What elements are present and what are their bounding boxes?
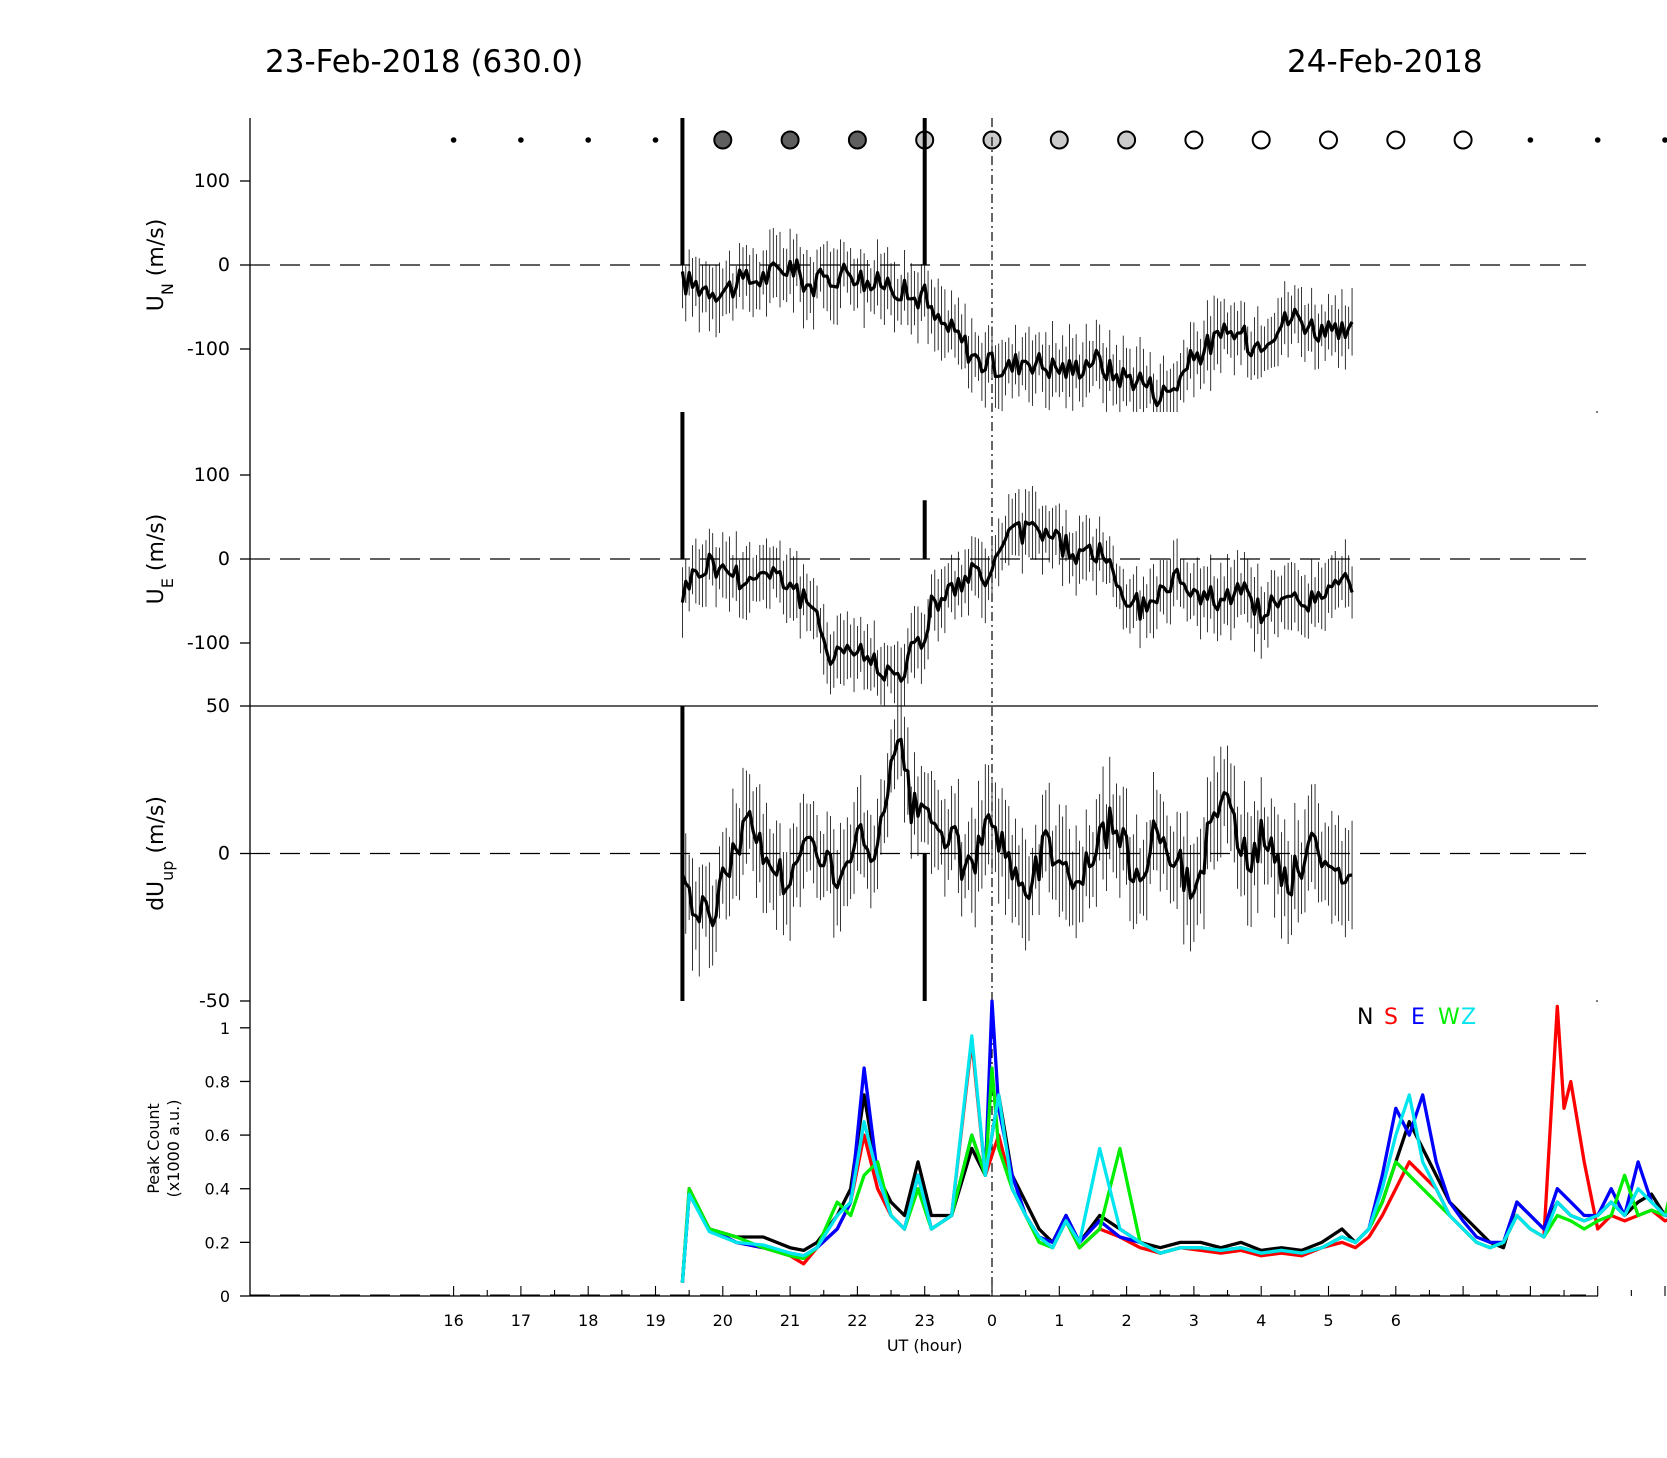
moon-phase-marker — [780, 130, 800, 150]
y-tick-label: -100 — [187, 338, 230, 360]
y-axis-label-main: U — [144, 588, 169, 604]
moon-dot-marker — [1662, 137, 1667, 143]
series-line-z — [680, 1034, 1667, 1283]
x-tick-label: 3 — [1189, 1311, 1199, 1330]
y-axis-label-main: dU — [144, 881, 169, 911]
y-tick-label: -50 — [199, 990, 230, 1012]
y-tick-label: 0.8 — [205, 1072, 230, 1091]
legend-entry-e: E — [1411, 1005, 1425, 1030]
moon-phase-marker — [1049, 130, 1069, 150]
x-tick-label: 0 — [987, 1311, 997, 1330]
x-tick-label: 4 — [1256, 1311, 1266, 1330]
date-title-left: 23-Feb-2018 (630.0) — [265, 44, 584, 80]
series-line-e — [680, 999, 1667, 1283]
y-tick-label: 50 — [206, 695, 230, 717]
x-tick-label: 19 — [645, 1311, 665, 1330]
y-axis-label: UN (m/s) — [144, 219, 177, 312]
data-layer — [680, 118, 1667, 1283]
x-tick-label: 22 — [847, 1311, 867, 1330]
date-title-right: 24-Feb-2018 — [1287, 44, 1483, 80]
legend-entry-s: S — [1384, 1005, 1398, 1030]
x-tick-label: 18 — [578, 1311, 598, 1330]
x-tick-label: 20 — [713, 1311, 733, 1330]
moon-phase-marker — [1251, 130, 1271, 150]
y-axis-label-line1: Peak Count — [144, 1103, 163, 1194]
moon-phase-marker — [847, 130, 867, 150]
axes-layer — [240, 118, 1667, 1297]
y-tick-label: 100 — [194, 170, 230, 192]
y-tick-label: 0.2 — [205, 1233, 230, 1252]
moon-dot-marker — [1527, 137, 1534, 143]
moon-dot-marker — [518, 137, 524, 143]
x-tick-label: 2 — [1122, 1311, 1132, 1330]
x-tick-label: 17 — [511, 1311, 531, 1330]
y-axis-label: Peak Count(x1000 a.u.) — [144, 1100, 183, 1198]
series-line-s — [680, 1004, 1667, 1283]
x-axis-label: UT (hour) — [887, 1336, 963, 1355]
moon-dot-marker — [585, 137, 591, 143]
y-axis-label-main: U — [144, 295, 169, 311]
y-axis-label-subscript: E — [158, 578, 177, 588]
moon-phase-marker — [1453, 130, 1473, 150]
x-tick-label: 1 — [1054, 1311, 1064, 1330]
moon-dot-marker — [652, 137, 659, 143]
x-tick-label: 16 — [443, 1311, 463, 1330]
x-tick-label: 6 — [1391, 1311, 1401, 1330]
series-trace — [680, 520, 1354, 683]
series-trace — [680, 737, 1353, 928]
y-tick-label: 0.6 — [205, 1126, 230, 1145]
moon-phase-marker — [1386, 130, 1406, 150]
y-tick-label: 100 — [194, 464, 230, 486]
y-axis-label-subscript: up — [158, 861, 177, 881]
y-axis-label: UE (m/s) — [144, 514, 177, 605]
y-axis-label: dUup (m/s) — [144, 796, 177, 911]
y-tick-label: 0 — [218, 843, 230, 865]
y-tick-label: -100 — [187, 632, 230, 654]
moon-dot-marker — [450, 137, 457, 143]
y-axis-label-unit: (m/s) — [144, 796, 169, 860]
legend-entry-z: Z — [1461, 1005, 1476, 1030]
y-axis-label-subscript: N — [158, 283, 177, 295]
moon-phase-marker — [1117, 130, 1137, 150]
y-axis-label-line2: (x1000 a.u.) — [164, 1100, 183, 1198]
y-tick-label: 1 — [220, 1019, 230, 1038]
legend-entry-n: N — [1357, 1005, 1373, 1030]
y-axis-label-unit: (m/s) — [144, 514, 169, 578]
y-tick-label: 0 — [218, 548, 230, 570]
y-tick-label: 0 — [218, 254, 230, 276]
y-tick-label: 0.4 — [205, 1180, 230, 1199]
moon-phase-marker — [1319, 130, 1338, 150]
series-line-n — [680, 1093, 1667, 1283]
legend-entry-w: W — [1438, 1005, 1460, 1030]
y-axis-label-unit: (m/s) — [144, 219, 169, 283]
series-trace — [680, 258, 1354, 408]
x-tick-label: 23 — [915, 1311, 935, 1330]
moon-dot-marker — [1594, 137, 1601, 143]
y-tick-label: 0 — [220, 1287, 230, 1306]
moon-phase-marker — [1184, 130, 1204, 150]
x-tick-label: 5 — [1323, 1311, 1333, 1330]
x-tick-label: 21 — [780, 1311, 800, 1330]
moon-phase-marker — [713, 130, 733, 150]
